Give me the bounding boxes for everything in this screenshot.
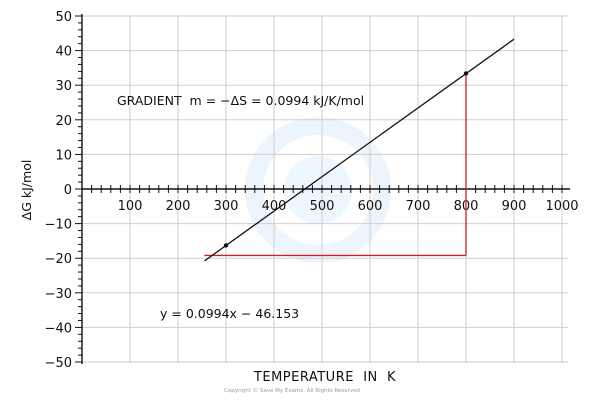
y-tick-label: 10 <box>55 148 72 163</box>
data-point-marker <box>463 71 469 76</box>
x-tick-label: 900 <box>502 199 527 214</box>
y-axis-label: ΔG kJ/mol <box>19 160 34 221</box>
series-layer <box>204 38 515 262</box>
x-tick-label: 500 <box>310 199 335 214</box>
y-tick-label: −50 <box>45 356 72 371</box>
x-tick-label: 600 <box>358 199 383 214</box>
y-tick-label: 0 <box>64 183 72 198</box>
y-tick-label: −20 <box>45 252 72 267</box>
y-tick-label: −40 <box>45 321 72 336</box>
x-axis-label: TEMPERATURE IN K <box>253 370 396 385</box>
x-tick-label: 400 <box>262 199 287 214</box>
watermark-logo <box>245 117 391 263</box>
x-tick-label: 200 <box>166 199 191 214</box>
y-tick-label: 20 <box>55 114 72 129</box>
data-point-marker <box>223 243 229 248</box>
copyright-text: Copyright © Save My Exams. All Rights Re… <box>224 387 360 394</box>
y-tick-label: −10 <box>45 218 72 233</box>
x-tick-label: 100 <box>118 199 143 214</box>
x-tick-label: 300 <box>214 199 239 214</box>
gradient-triangle-layer <box>204 73 467 257</box>
y-tick-label: −30 <box>45 287 72 302</box>
x-tick-label: 1000 <box>545 199 578 214</box>
equation-annotation: y = 0.0994x − 46.153 <box>160 306 299 321</box>
x-tick-label: 700 <box>406 199 431 214</box>
y-tick-label: 50 <box>55 10 72 25</box>
tick-marks <box>75 15 563 363</box>
y-tick-label: 40 <box>55 45 72 60</box>
best-fit-line <box>204 38 515 262</box>
axes <box>81 14 570 364</box>
gradient-annotation: GRADIENT m = −ΔS = 0.0994 kJ/K/mol <box>117 93 364 108</box>
y-tick-label: 30 <box>55 79 72 94</box>
